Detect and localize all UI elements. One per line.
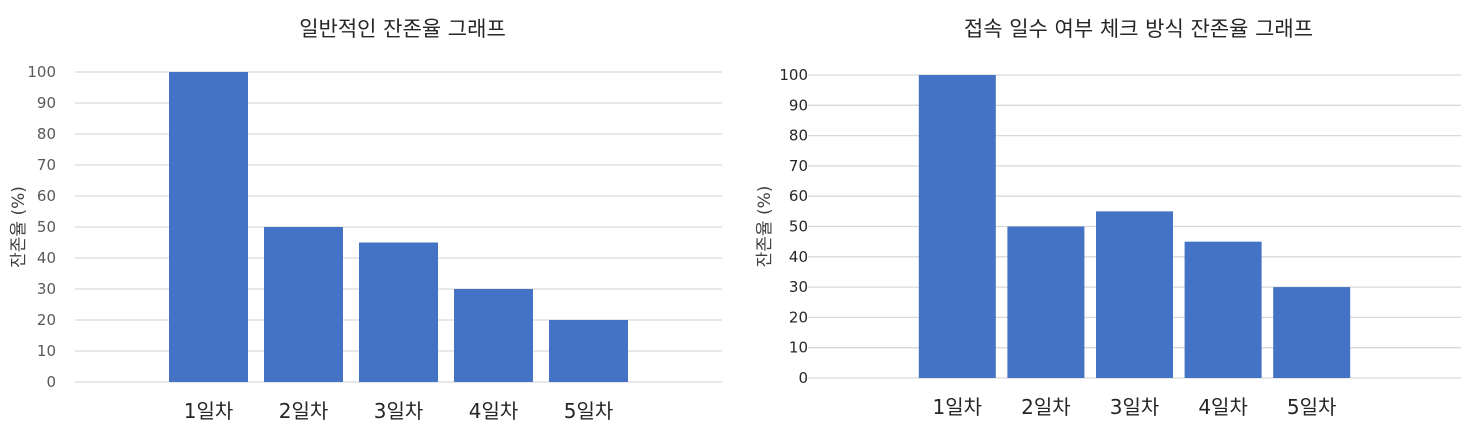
bar-1 xyxy=(169,72,248,382)
x-tick-label: 1일차 xyxy=(933,395,983,419)
y-tick-label: 0 xyxy=(46,373,56,391)
y-tick-label: 60 xyxy=(789,187,808,205)
bar-2 xyxy=(1007,226,1085,378)
bar-5 xyxy=(549,320,628,382)
x-tick-label: 3일차 xyxy=(374,399,424,423)
x-tick-label: 2일차 xyxy=(279,399,329,423)
x-tick-label: 5일차 xyxy=(1287,395,1337,419)
bar-3 xyxy=(1096,211,1173,378)
y-tick-label: 50 xyxy=(789,218,808,236)
bar-5 xyxy=(1273,287,1351,378)
x-tick-label: 5일차 xyxy=(564,399,614,423)
y-tick-label: 90 xyxy=(37,94,56,112)
y-tick-label: 80 xyxy=(789,127,808,145)
y-tick-label: 40 xyxy=(37,249,56,267)
y-tick-label: 40 xyxy=(789,248,808,266)
y-tick-label: 50 xyxy=(37,218,56,236)
y-tick-label: 0 xyxy=(798,369,808,387)
x-tick-label: 1일차 xyxy=(184,399,234,423)
bar-1 xyxy=(918,75,996,378)
chart-login-check-retention: 접속 일수 여부 체크 방식 잔존율 그래프 0 10 20 30 40 50 60 70 80 9… xyxy=(755,17,1461,419)
y-tick-label: 70 xyxy=(789,157,808,175)
chart-general-retention: 일반적인 잔존율 그래프 0 10 20 30 40 50 60 70 80 90 100 잔존율 (%… xyxy=(9,17,722,423)
chart-title: 일반적인 잔존율 그래프 xyxy=(299,17,506,41)
y-tick-label: 30 xyxy=(37,280,56,298)
y-tick-label: 70 xyxy=(37,156,56,174)
y-tick-label: 30 xyxy=(789,278,808,296)
bar-2 xyxy=(264,227,343,382)
x-tick-label: 2일차 xyxy=(1021,395,1071,419)
x-tick-label: 3일차 xyxy=(1110,395,1160,419)
y-tick-label: 80 xyxy=(37,125,56,143)
y-tick-label: 10 xyxy=(37,342,56,360)
y-axis-label: 잔존율 (%) xyxy=(9,186,29,268)
chart-title: 접속 일수 여부 체크 방식 잔존율 그래프 xyxy=(964,17,1313,41)
y-tick-label: 90 xyxy=(789,96,808,114)
bar-3 xyxy=(359,242,438,382)
x-tick-label: 4일차 xyxy=(1198,395,1248,419)
y-tick-label: 100 xyxy=(779,66,808,84)
y-tick-label: 20 xyxy=(789,308,808,326)
y-tick-label: 60 xyxy=(37,187,56,205)
y-tick-label: 10 xyxy=(789,339,808,357)
bar-4 xyxy=(1184,241,1262,378)
y-tick-label: 100 xyxy=(27,63,56,81)
y-axis-label: 잔존율 (%) xyxy=(755,186,775,268)
x-tick-label: 4일차 xyxy=(469,399,519,423)
y-tick-label: 20 xyxy=(37,311,56,329)
bar-4 xyxy=(454,289,533,382)
